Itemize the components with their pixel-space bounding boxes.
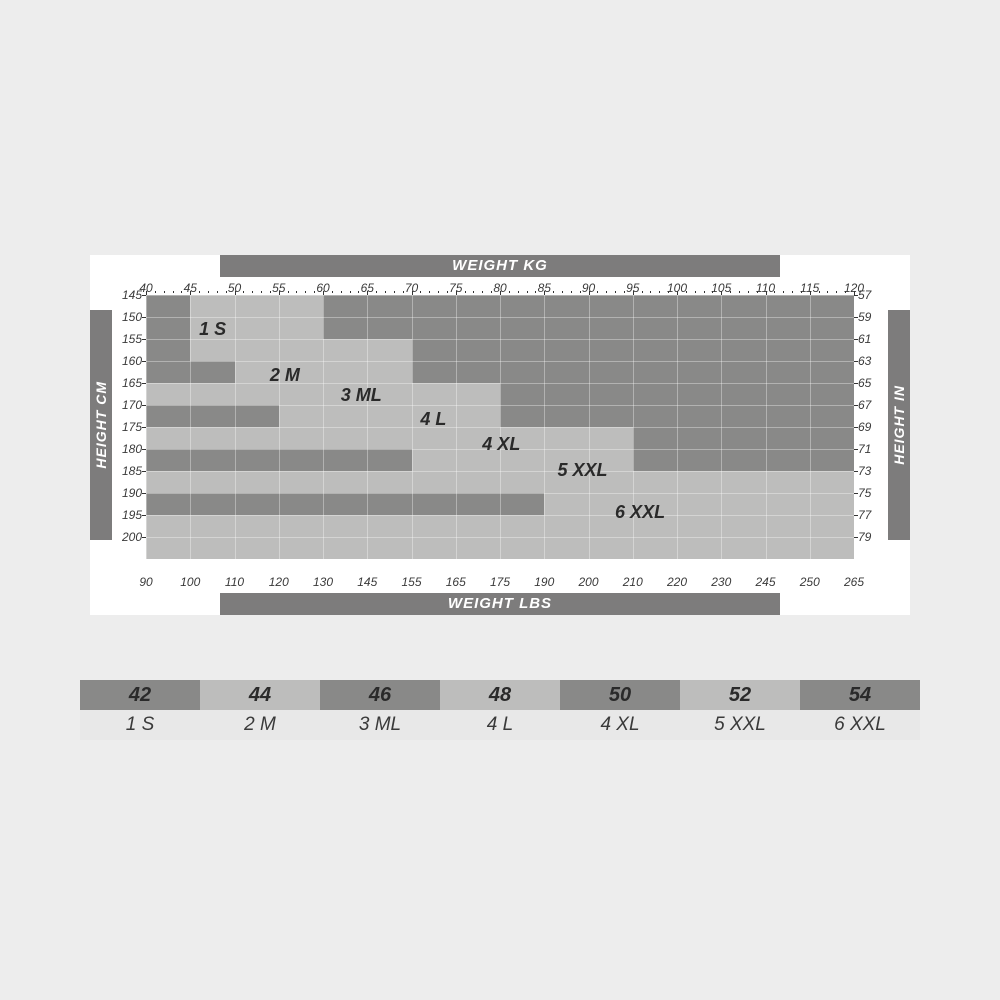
zone-light (544, 493, 854, 515)
tick-cm: 170 (118, 398, 142, 412)
axis-title-right: HEIGHT IN (888, 310, 910, 540)
zone-light (190, 339, 411, 361)
size-label: 2 M (270, 365, 300, 386)
size-label: 1 S (199, 319, 226, 340)
size-chart-panel: WEIGHT KG WEIGHT LBS HEIGHT CM HEIGHT IN… (90, 255, 910, 615)
zone-dark (146, 339, 190, 361)
tick-lbs: 245 (755, 575, 775, 589)
tick-lbs: 265 (844, 575, 864, 589)
legend-size: 4 XL (560, 710, 680, 740)
legend-column: 421 S (80, 680, 200, 740)
tick-lbs: 145 (357, 575, 377, 589)
tick-lbs: 200 (578, 575, 598, 589)
tick-in: 77 (858, 508, 880, 522)
tick-cm: 195 (118, 508, 142, 522)
size-label: 4 XL (482, 434, 520, 455)
tick-cm: 145 (118, 288, 142, 302)
legend-size: 1 S (80, 710, 200, 740)
tick-cm: 150 (118, 310, 142, 324)
tick-lbs: 230 (711, 575, 731, 589)
legend-number: 46 (320, 680, 440, 710)
zone-light (190, 295, 323, 317)
legend-size: 5 XXL (680, 710, 800, 740)
tick-cm: 175 (118, 420, 142, 434)
tick-cm: 185 (118, 464, 142, 478)
size-label: 5 XXL (558, 460, 608, 481)
tick-lbs: 90 (139, 575, 152, 589)
chart-plot-area: 1 S2 M3 ML4 L4 XL5 XXL6 XXL4045505560657… (146, 295, 854, 559)
tick-in: 59 (858, 310, 880, 324)
tick-lbs: 110 (225, 575, 244, 589)
tick-lbs: 210 (623, 575, 643, 589)
tick-lbs: 190 (534, 575, 554, 589)
tick-in: 67 (858, 398, 880, 412)
zone-dark (146, 317, 190, 339)
legend-column: 484 L (440, 680, 560, 740)
zone-dark (146, 295, 190, 317)
tick-in: 79 (858, 530, 880, 544)
tick-cm: 200 (118, 530, 142, 544)
tick-lbs: 120 (269, 575, 289, 589)
tick-cm: 160 (118, 354, 142, 368)
tick-lbs: 165 (446, 575, 466, 589)
tick-in: 61 (858, 332, 880, 346)
tick-cm: 180 (118, 442, 142, 456)
tick-in: 57 (858, 288, 880, 302)
tick-cm: 165 (118, 376, 142, 390)
legend-column: 504 XL (560, 680, 680, 740)
legend-size: 2 M (200, 710, 320, 740)
legend-column: 463 ML (320, 680, 440, 740)
axis-title-bottom: WEIGHT LBS (220, 593, 780, 615)
tick-in: 73 (858, 464, 880, 478)
tick-lbs: 155 (401, 575, 421, 589)
zone-light (279, 405, 500, 427)
legend-number: 54 (800, 680, 920, 710)
legend-number: 44 (200, 680, 320, 710)
size-legend-table: 421 S442 M463 ML484 L504 XL525 XXL546 XX… (80, 680, 920, 740)
tick-in: 63 (858, 354, 880, 368)
size-label: 3 ML (341, 385, 382, 406)
size-label: 6 XXL (615, 502, 665, 523)
tick-cm: 155 (118, 332, 142, 346)
tick-in: 65 (858, 376, 880, 390)
legend-number: 52 (680, 680, 800, 710)
legend-number: 48 (440, 680, 560, 710)
axis-title-left: HEIGHT CM (90, 310, 112, 540)
zone-dark (146, 405, 279, 427)
zone-dark (633, 449, 854, 471)
legend-number: 42 (80, 680, 200, 710)
legend-size: 6 XXL (800, 710, 920, 740)
tick-lbs: 100 (180, 575, 200, 589)
zone-dark (146, 493, 544, 515)
zone-dark (633, 427, 854, 449)
tick-lbs: 250 (800, 575, 820, 589)
tick-lbs: 175 (490, 575, 510, 589)
legend-column: 442 M (200, 680, 320, 740)
legend-column: 525 XXL (680, 680, 800, 740)
tick-lbs: 220 (667, 575, 687, 589)
legend-size: 4 L (440, 710, 560, 740)
size-label: 4 L (420, 409, 446, 430)
legend-column: 546 XXL (800, 680, 920, 740)
axis-title-top: WEIGHT KG (220, 255, 780, 277)
tick-in: 69 (858, 420, 880, 434)
legend-number: 50 (560, 680, 680, 710)
tick-in: 71 (858, 442, 880, 456)
tick-cm: 190 (118, 486, 142, 500)
legend-size: 3 ML (320, 710, 440, 740)
tick-in: 75 (858, 486, 880, 500)
zone-light (146, 427, 633, 449)
tick-lbs: 130 (313, 575, 333, 589)
